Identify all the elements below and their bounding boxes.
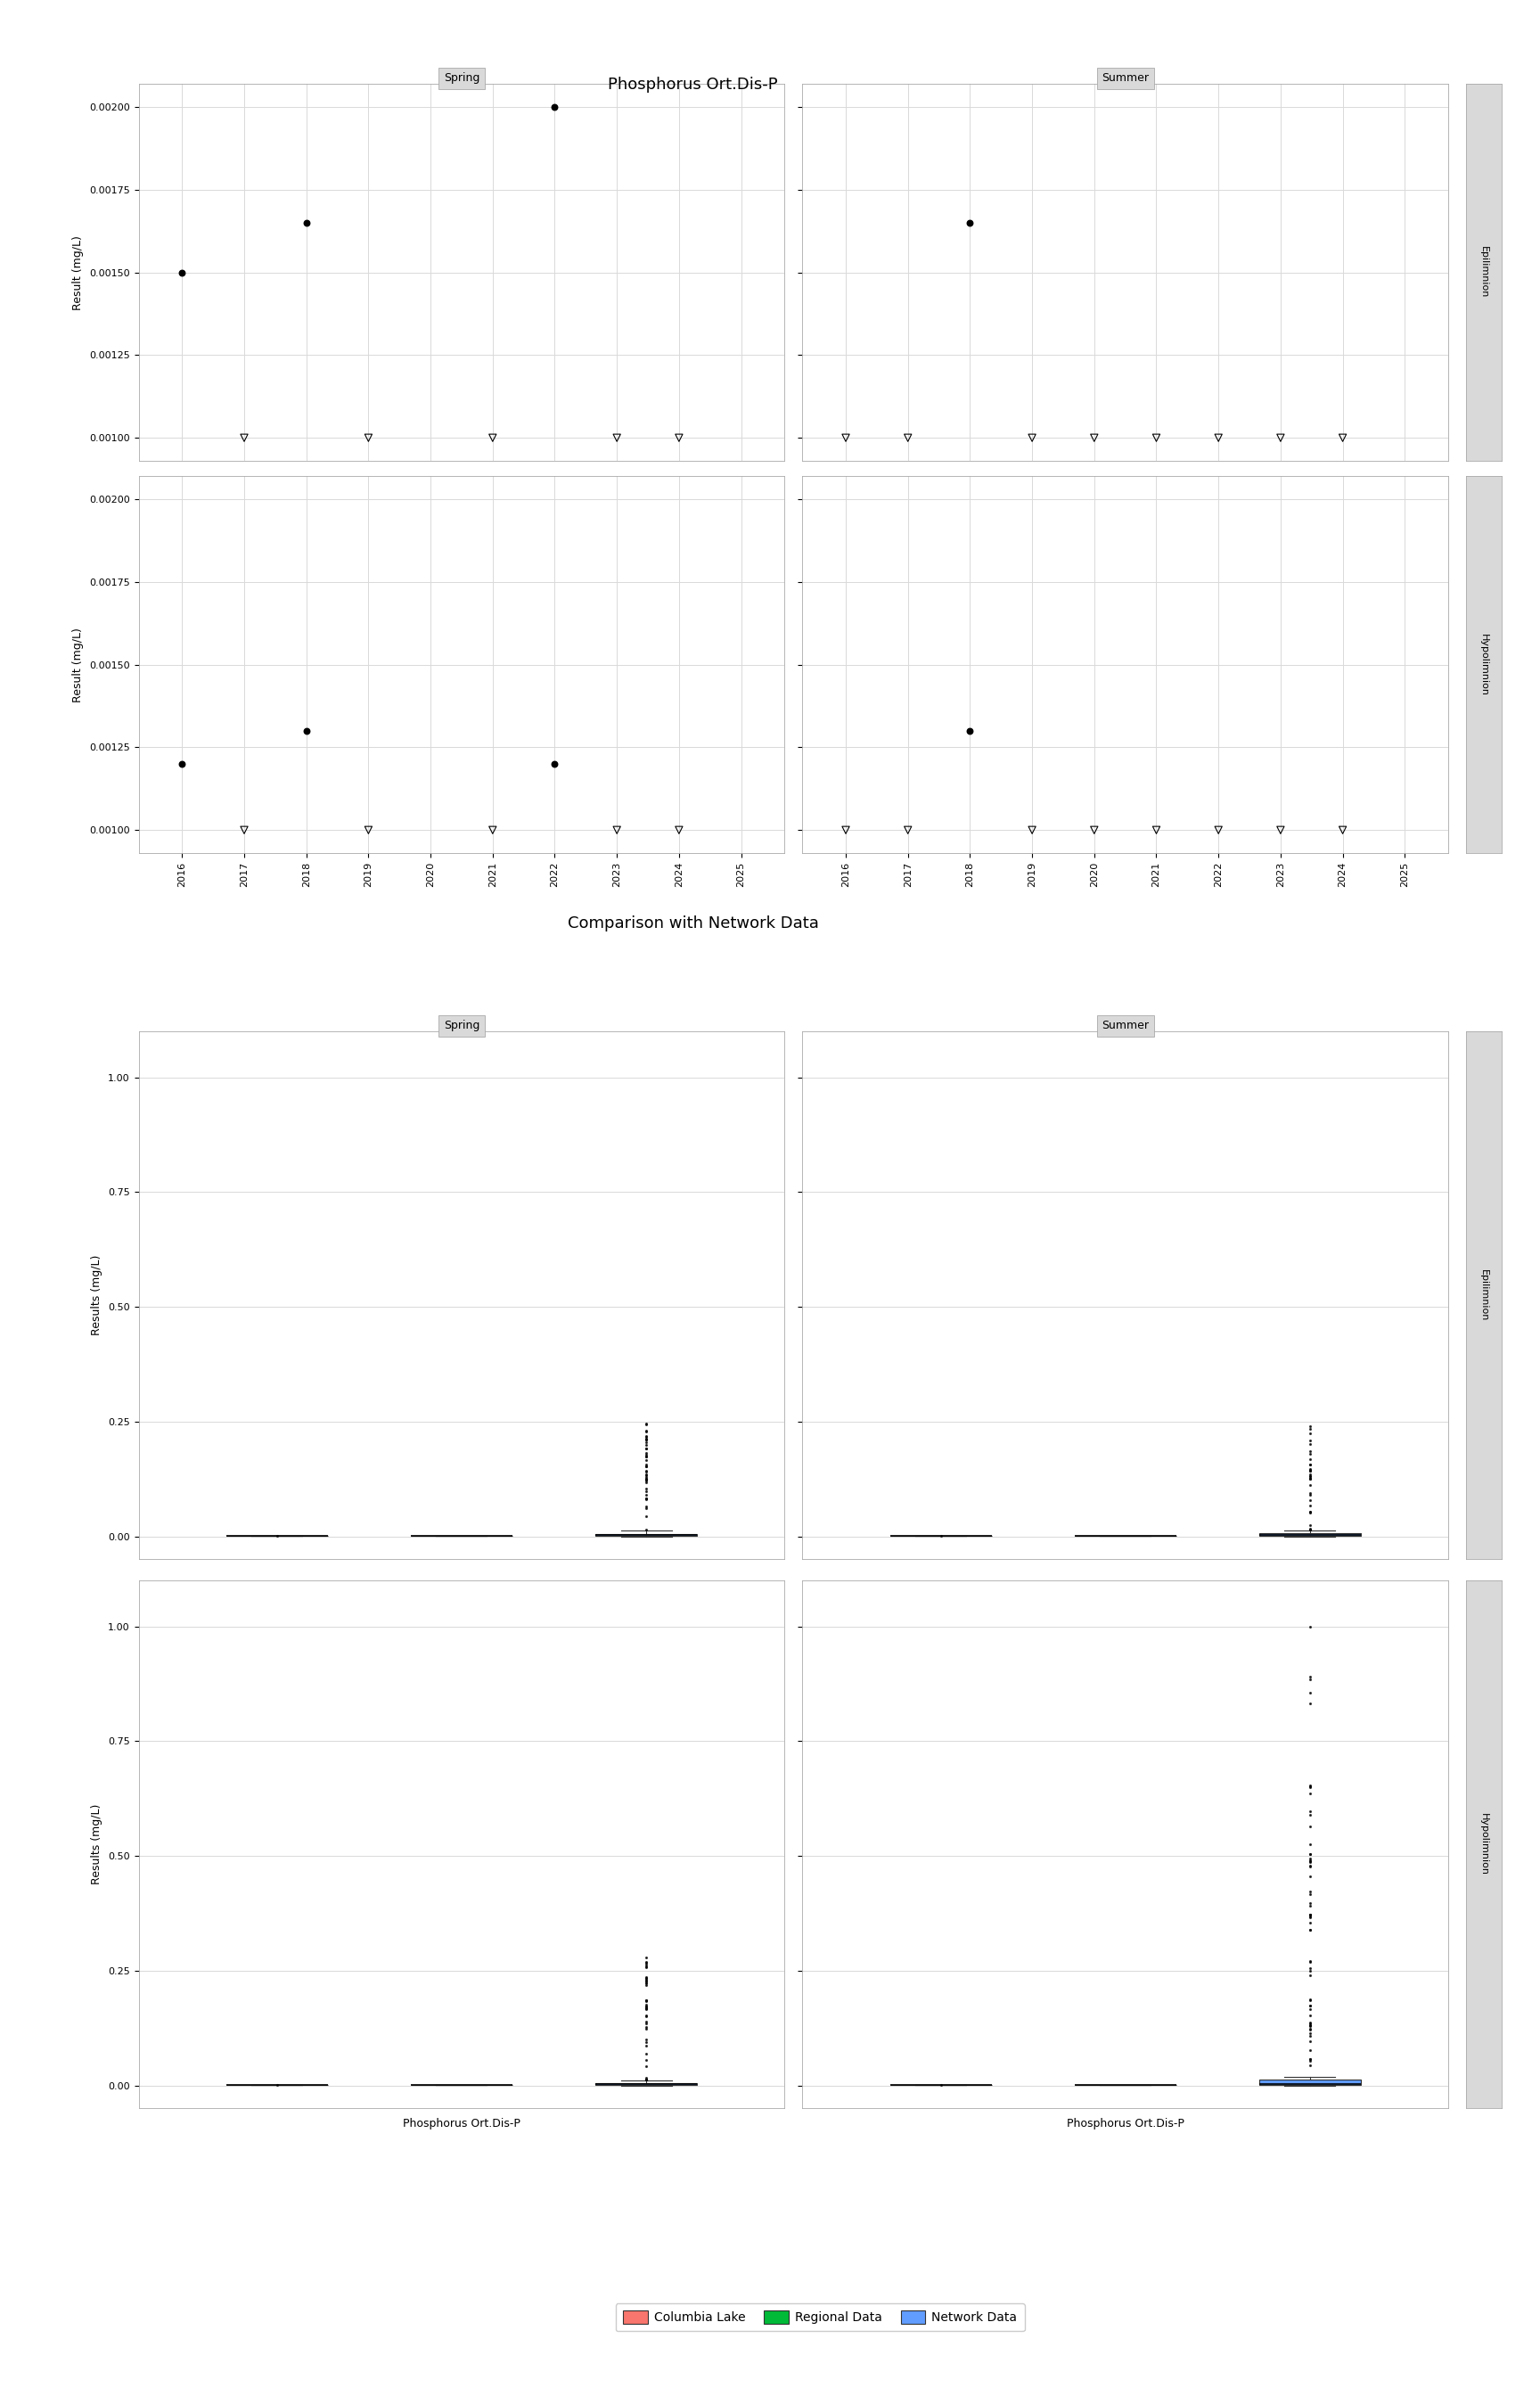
PathPatch shape xyxy=(1260,2080,1361,2085)
Title: Summer: Summer xyxy=(1101,72,1149,84)
Point xyxy=(542,745,567,783)
Point xyxy=(1083,419,1107,458)
Point xyxy=(1019,810,1044,848)
Title: Spring: Spring xyxy=(444,72,479,84)
Legend: Columbia Lake, Regional Data, Network Data: Columbia Lake, Regional Data, Network Da… xyxy=(616,2303,1024,2331)
Point xyxy=(1331,419,1355,458)
Point xyxy=(356,419,380,458)
Point xyxy=(169,254,194,292)
Point xyxy=(1331,810,1355,848)
Point xyxy=(1144,419,1169,458)
X-axis label: Phosphorus Ort.Dis-P: Phosphorus Ort.Dis-P xyxy=(403,2118,521,2130)
Text: Phosphorus Ort.Dis-P: Phosphorus Ort.Dis-P xyxy=(608,77,778,93)
Point xyxy=(294,204,319,242)
Point xyxy=(896,419,921,458)
Point xyxy=(1144,810,1169,848)
Point xyxy=(605,419,630,458)
Point xyxy=(896,810,921,848)
Point xyxy=(1083,810,1107,848)
Text: Hypolimnion: Hypolimnion xyxy=(1480,633,1488,695)
Point xyxy=(542,89,567,127)
Y-axis label: Result (mg/L): Result (mg/L) xyxy=(72,235,85,309)
Point xyxy=(1269,419,1294,458)
Point xyxy=(958,204,983,242)
Point xyxy=(833,419,858,458)
Point xyxy=(1206,810,1230,848)
Text: Epilimnion: Epilimnion xyxy=(1480,247,1488,300)
Point xyxy=(958,712,983,750)
Y-axis label: Results (mg/L): Results (mg/L) xyxy=(91,1804,103,1886)
X-axis label: Phosphorus Ort.Dis-P: Phosphorus Ort.Dis-P xyxy=(1067,2118,1184,2130)
Point xyxy=(480,810,505,848)
Point xyxy=(356,810,380,848)
Point xyxy=(1206,419,1230,458)
Point xyxy=(480,419,505,458)
Text: Epilimnion: Epilimnion xyxy=(1480,1270,1488,1320)
Y-axis label: Result (mg/L): Result (mg/L) xyxy=(72,628,85,702)
Text: Hypolimnion: Hypolimnion xyxy=(1480,1814,1488,1876)
Point xyxy=(667,810,691,848)
Point xyxy=(833,810,858,848)
Point xyxy=(233,810,257,848)
Text: Comparison with Network Data: Comparison with Network Data xyxy=(567,915,819,932)
Y-axis label: Results (mg/L): Results (mg/L) xyxy=(91,1256,103,1335)
Point xyxy=(233,419,257,458)
Point xyxy=(169,745,194,783)
Point xyxy=(605,810,630,848)
Point xyxy=(1019,419,1044,458)
Point xyxy=(294,712,319,750)
Point xyxy=(667,419,691,458)
Point xyxy=(1269,810,1294,848)
Title: Summer: Summer xyxy=(1101,1021,1149,1030)
Title: Spring: Spring xyxy=(444,1021,479,1030)
